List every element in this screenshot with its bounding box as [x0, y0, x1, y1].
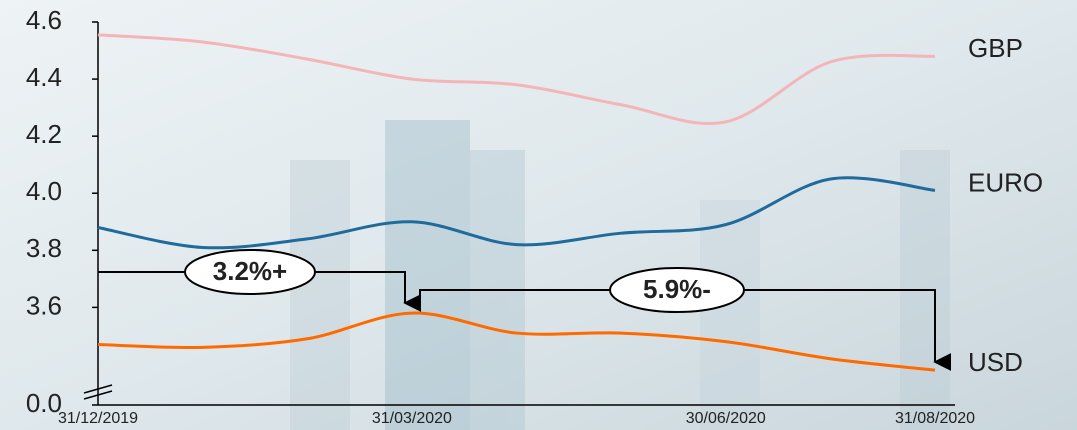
x-tick-label: 31/08/2020 [895, 410, 975, 427]
x-tick-label: 31/12/2019 [58, 410, 138, 427]
series-label: GBP [968, 33, 1023, 63]
y-tick-label: 4.2 [26, 119, 62, 149]
y-tick-label: 0.0 [26, 388, 62, 418]
y-tick-label: 4.4 [26, 62, 62, 92]
y-tick-label: 3.6 [26, 290, 62, 320]
series-label: EURO [968, 167, 1043, 197]
y-tick-label: 4.0 [26, 176, 62, 206]
y-tick-label: 3.8 [26, 233, 62, 263]
annotation-text: 5.9%- [643, 274, 711, 304]
annotation-text: 3.2%+ [213, 256, 287, 286]
y-tick-label: 4.6 [26, 5, 62, 35]
chart: 0.0 3.6 3.8 4.0 4.2 4.4 4.6 31/12/2019 31/03/202… [0, 0, 1077, 430]
x-tick-label: 30/06/2020 [686, 410, 766, 427]
x-tick-label: 31/03/2020 [372, 410, 452, 427]
series-label: USD [968, 347, 1023, 377]
